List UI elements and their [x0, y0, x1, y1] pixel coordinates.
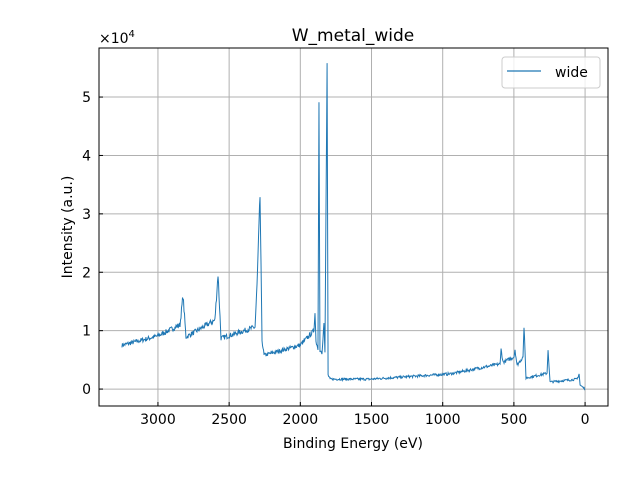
y-tick-label: 2: [82, 265, 91, 281]
legend-box: [501, 56, 601, 89]
x-tick-label: 2500: [211, 412, 247, 428]
y-multiplier: ×104: [99, 29, 135, 47]
ticks: 3000 2500 2000 1500 1000 500 0 0 1 2 3 4 5: [82, 90, 589, 428]
chart-title: W_metal_wide: [292, 26, 415, 46]
x-tick-label: 500: [501, 412, 528, 428]
x-tick-label: 0: [581, 412, 590, 428]
y-tick-label: 0: [82, 382, 91, 398]
x-axis-label: Binding Energy (eV): [283, 436, 423, 452]
grid: [99, 48, 608, 406]
x-tick-label: 2000: [283, 412, 319, 428]
y-tick-label: 1: [82, 324, 91, 340]
x-tick-label: 3000: [140, 412, 176, 428]
y-axis-label: Intensity (a.u.): [60, 176, 76, 279]
y-multiplier-base: ×10: [99, 31, 129, 47]
legend: wide: [501, 56, 601, 89]
y-multiplier-exponent: 4: [129, 29, 135, 40]
x-tick-label: 1500: [354, 412, 390, 428]
y-tick-label: 5: [82, 90, 91, 106]
y-tick-label: 4: [82, 148, 91, 164]
x-tick-label: 1000: [425, 412, 461, 428]
legend-label-wide: wide: [555, 65, 588, 81]
axes-frame: [98, 47, 609, 407]
series-line-wide: [121, 63, 586, 391]
y-tick-label: 3: [82, 207, 91, 223]
